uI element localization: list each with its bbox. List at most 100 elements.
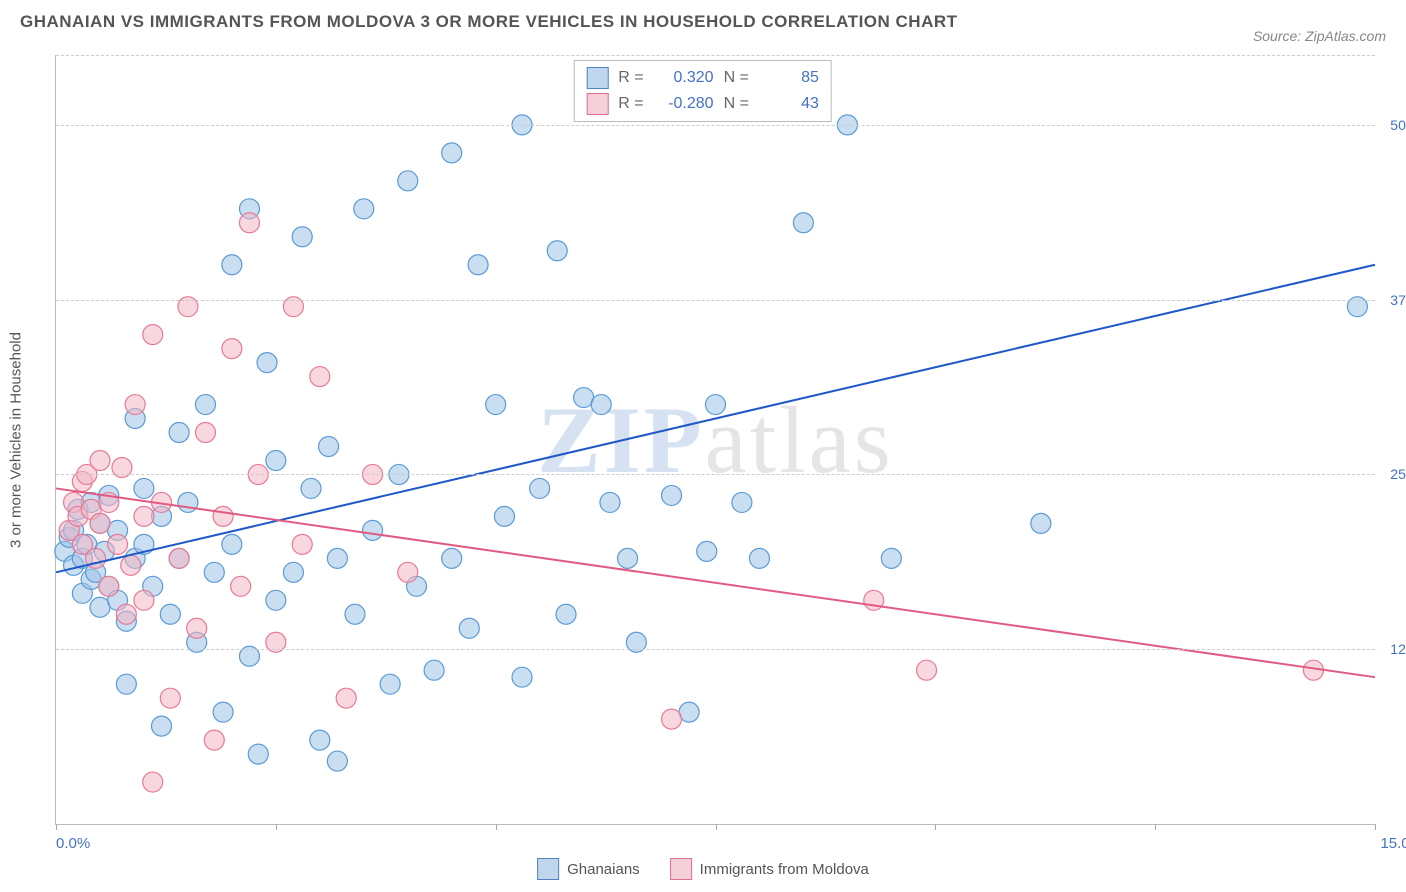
data-point — [169, 548, 189, 568]
n-value-a: 85 — [759, 69, 819, 87]
data-point — [345, 604, 365, 624]
gridline-h — [56, 300, 1375, 301]
data-point — [257, 353, 277, 373]
data-point — [486, 395, 506, 415]
data-point — [134, 590, 154, 610]
data-point — [327, 751, 347, 771]
legend-label-b: Immigrants from Moldova — [700, 861, 869, 878]
data-point — [618, 548, 638, 568]
legend-swatch-pink-icon — [670, 858, 692, 880]
n-value-b: 43 — [759, 95, 819, 113]
data-point — [178, 492, 198, 512]
data-point — [301, 478, 321, 498]
y-tick-label: 12.5% — [1380, 641, 1406, 657]
r-value-b: -0.280 — [654, 95, 714, 113]
data-point — [556, 604, 576, 624]
data-point — [793, 213, 813, 233]
data-point — [512, 667, 532, 687]
r-label-b: R = — [618, 95, 643, 113]
data-point — [195, 395, 215, 415]
x-tick — [1375, 824, 1376, 830]
data-point — [134, 506, 154, 526]
stats-row-series-b: R = -0.280 N = 43 — [582, 91, 823, 117]
data-point — [160, 604, 180, 624]
data-point — [327, 548, 347, 568]
data-point — [90, 513, 110, 533]
r-value-a: 0.320 — [654, 69, 714, 87]
data-point — [600, 492, 620, 512]
plot-svg — [56, 55, 1375, 824]
x-axis-min-label: 0.0% — [56, 835, 90, 852]
data-point — [662, 485, 682, 505]
data-point — [319, 436, 339, 456]
data-point — [99, 576, 119, 596]
data-point — [231, 576, 251, 596]
data-point — [459, 618, 479, 638]
chart-title: GHANAIAN VS IMMIGRANTS FROM MOLDOVA 3 OR… — [20, 12, 958, 32]
data-point — [195, 423, 215, 443]
data-point — [706, 395, 726, 415]
n-label-b: N = — [724, 95, 749, 113]
gridline-h — [56, 55, 1375, 56]
data-point — [424, 660, 444, 680]
data-point — [881, 548, 901, 568]
data-point — [204, 730, 224, 750]
data-point — [310, 367, 330, 387]
data-point — [222, 534, 242, 554]
y-tick-label: 25.0% — [1380, 466, 1406, 482]
x-tick — [935, 824, 936, 830]
r-label: R = — [618, 69, 643, 87]
data-point — [354, 199, 374, 219]
chart-plot-area: 3 or more Vehicles in Household ZIPatlas… — [55, 55, 1375, 825]
data-point — [732, 492, 752, 512]
swatch-blue-icon — [586, 67, 608, 89]
legend-swatch-blue-icon — [537, 858, 559, 880]
data-point — [143, 325, 163, 345]
stats-row-series-a: R = 0.320 N = 85 — [582, 65, 823, 91]
data-point — [283, 562, 303, 582]
data-point — [442, 143, 462, 163]
source-attribution: Source: ZipAtlas.com — [1253, 28, 1386, 44]
data-point — [530, 478, 550, 498]
data-point — [749, 548, 769, 568]
data-point — [310, 730, 330, 750]
data-point — [336, 688, 356, 708]
data-point — [108, 534, 128, 554]
data-point — [125, 395, 145, 415]
x-tick — [716, 824, 717, 830]
y-axis-title: 3 or more Vehicles in Household — [8, 332, 25, 548]
data-point — [213, 506, 233, 526]
data-point — [398, 562, 418, 582]
data-point — [398, 171, 418, 191]
data-point — [152, 716, 172, 736]
stats-legend-box: R = 0.320 N = 85 R = -0.280 N = 43 — [573, 60, 832, 122]
data-point — [662, 709, 682, 729]
data-point — [380, 674, 400, 694]
x-tick — [276, 824, 277, 830]
data-point — [292, 534, 312, 554]
data-point — [121, 555, 141, 575]
y-tick-label: 50.0% — [1380, 117, 1406, 133]
gridline-h — [56, 474, 1375, 475]
data-point — [187, 618, 207, 638]
data-point — [292, 227, 312, 247]
data-point — [547, 241, 567, 261]
data-point — [363, 520, 383, 540]
n-label: N = — [724, 69, 749, 87]
x-axis-max-label: 15.0% — [1380, 835, 1406, 852]
data-point — [248, 744, 268, 764]
data-point — [222, 339, 242, 359]
data-point — [468, 255, 488, 275]
data-point — [591, 395, 611, 415]
data-point — [917, 660, 937, 680]
trend-line — [56, 265, 1375, 573]
x-tick — [56, 824, 57, 830]
data-point — [266, 450, 286, 470]
data-point — [213, 702, 233, 722]
data-point — [116, 604, 136, 624]
data-point — [222, 255, 242, 275]
data-point — [169, 423, 189, 443]
x-tick — [1155, 824, 1156, 830]
gridline-h — [56, 649, 1375, 650]
legend-item-a: Ghanaians — [537, 858, 640, 880]
